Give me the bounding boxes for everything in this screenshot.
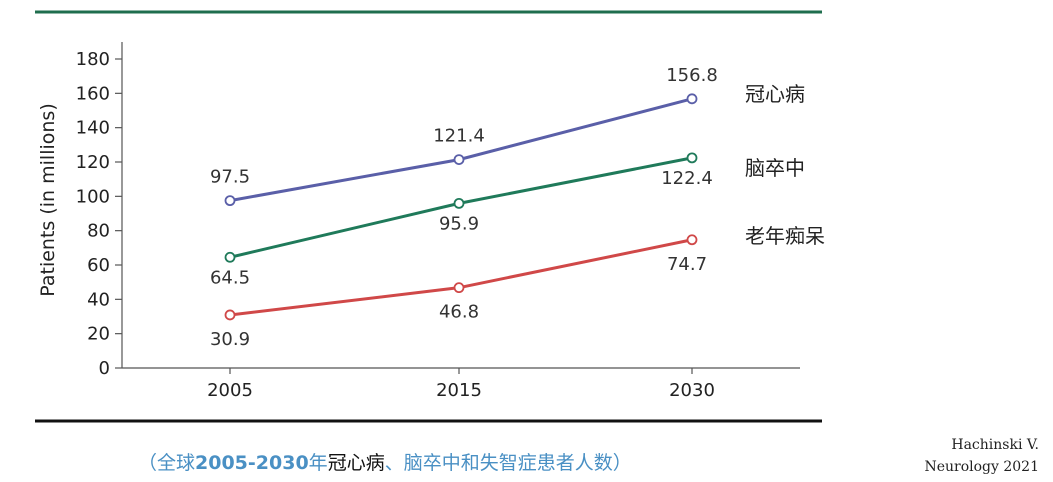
- series-layer: 97.5 121.4 156.8 64.5 95.9 122.4 30.9 46.8 74.7: [210, 65, 718, 350]
- x-tick-label: 2015: [436, 380, 482, 401]
- x-tick-label: 2005: [207, 380, 253, 401]
- data-point: [453, 154, 465, 165]
- legend-entry: 冠心病: [745, 82, 805, 106]
- y-axis-label: Patients (in millions): [37, 103, 59, 296]
- data-point: [453, 282, 465, 294]
- y-tick-label: 160: [76, 83, 110, 104]
- y-tick-label: 80: [87, 221, 110, 242]
- data-label: 46.8: [439, 302, 479, 323]
- series-line: [229, 97, 693, 203]
- y-tick-label: 20: [87, 324, 110, 345]
- data-label: 121.4: [433, 126, 485, 147]
- data-label: 97.5: [210, 167, 250, 188]
- caption-open: （全球: [138, 452, 196, 474]
- legend-entry: 老年痴呆: [745, 224, 825, 248]
- data-label: 64.5: [210, 267, 250, 288]
- caption-years: 2005-2030: [195, 452, 309, 474]
- citation-journal: Neurology 2021: [924, 459, 1039, 475]
- caption-year-char: 年: [308, 452, 328, 474]
- y-tick-label: 0: [99, 358, 110, 379]
- data-label: 30.9: [210, 329, 250, 350]
- y-tick-label: 180: [76, 49, 110, 70]
- data-label: 156.8: [666, 65, 718, 86]
- y-tick-label: 100: [76, 186, 110, 207]
- y-tick-label: 120: [76, 152, 110, 173]
- x-ticks: 2005 2015 2030: [207, 368, 715, 401]
- y-tick-label: 60: [87, 255, 110, 276]
- caption-rest: 、脑卒中和失智症患者人数）: [384, 452, 632, 474]
- data-point: [224, 251, 236, 263]
- data-point: [686, 234, 698, 246]
- data-point: [224, 195, 236, 207]
- data-point: [686, 152, 698, 164]
- data-point: [453, 197, 465, 209]
- data-point: [224, 309, 236, 321]
- data-label: 95.9: [439, 213, 479, 234]
- citation: Hachinski V. Neurology 2021: [924, 434, 1039, 478]
- y-tick-label: 40: [87, 289, 110, 310]
- line-chart: 0 20 40 60 80 100 120 140 160 180 2005 2015 2030 Pa…: [35, 10, 825, 423]
- y-tick-label: 140: [76, 118, 110, 139]
- data-label: 122.4: [661, 168, 713, 189]
- legend-entry: 脑卒中: [745, 156, 805, 180]
- chart-caption: （全球2005-2030年冠心病、脑卒中和失智症患者人数）: [0, 448, 1053, 475]
- caption-highlight: 冠心病: [327, 452, 385, 474]
- y-ticks: 0 20 40 60 80 100 120 140 160 180: [76, 49, 122, 379]
- x-tick-label: 2030: [669, 380, 715, 401]
- citation-author: Hachinski V.: [951, 437, 1039, 453]
- data-point: [686, 93, 698, 105]
- data-label: 74.7: [667, 254, 707, 275]
